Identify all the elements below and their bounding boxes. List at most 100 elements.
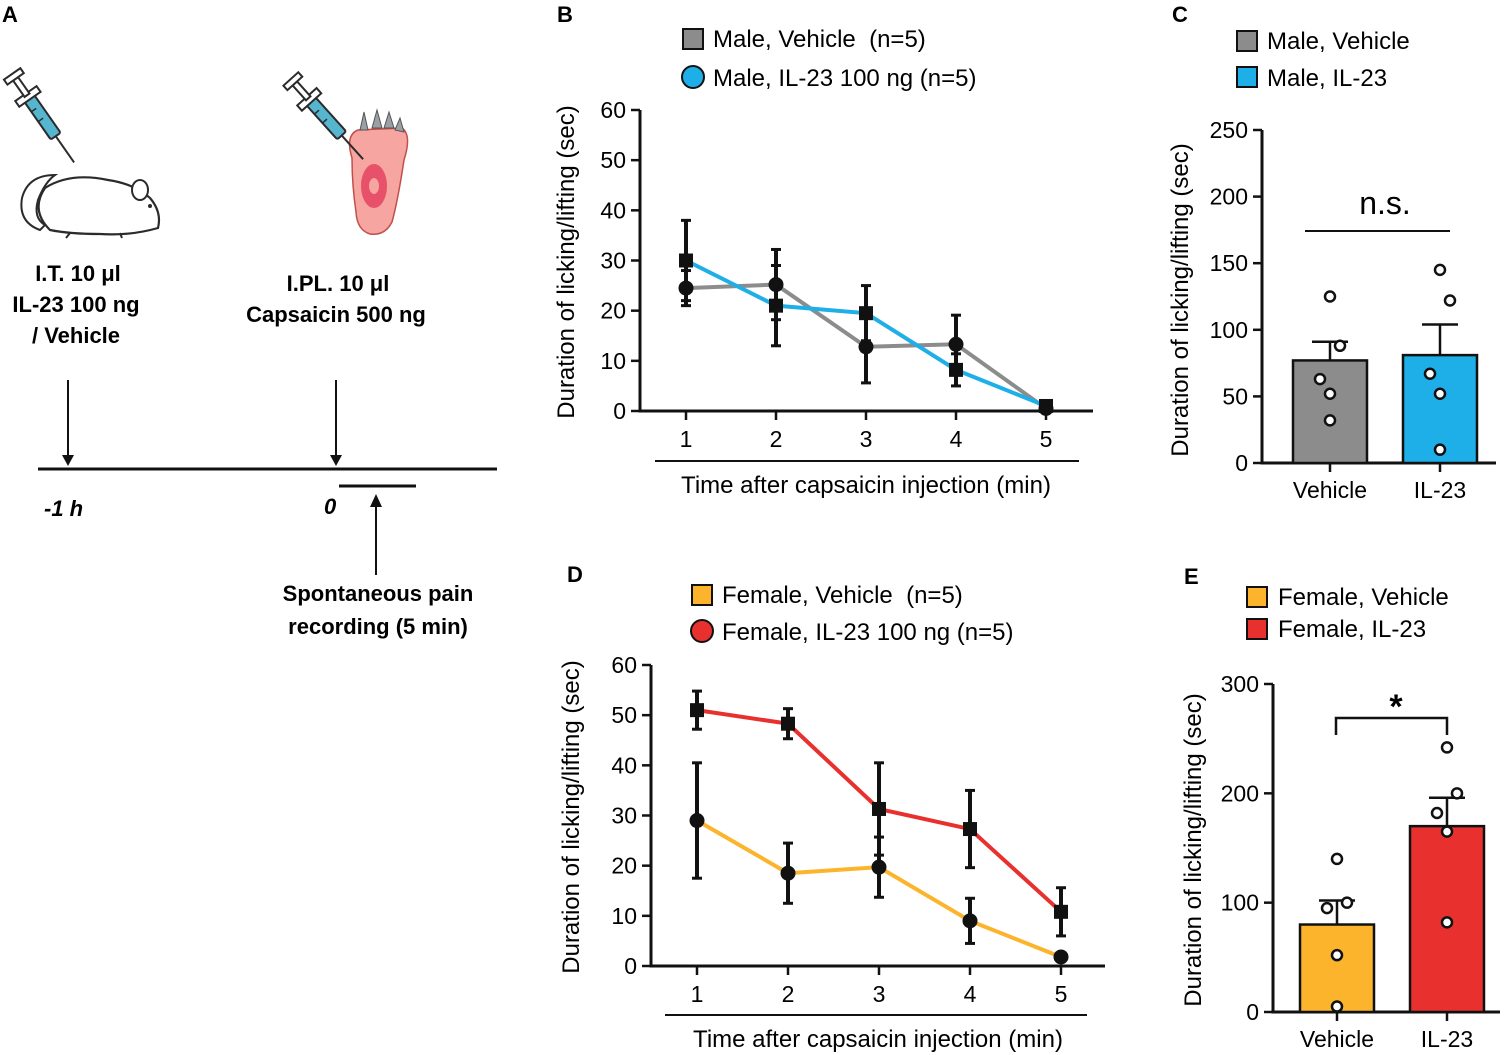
- y-tick-label: 10: [600, 348, 626, 374]
- y-tick-label: 50: [600, 147, 626, 173]
- legend-label-1: Female, IL-23 100 ng (n=5): [722, 619, 1014, 646]
- bar-group-1: [1408, 741, 1486, 1014]
- y-tick-label: 150: [1210, 250, 1248, 276]
- data-point: [1053, 949, 1069, 965]
- legend-label-1: Male, IL-23 100 ng (n=5): [713, 65, 977, 92]
- data-point: [1423, 367, 1437, 381]
- bar: [1298, 923, 1376, 1014]
- syringe-icon-2: [280, 69, 374, 169]
- y-tick-label: 40: [611, 752, 637, 778]
- legend-swatch-0: [1236, 30, 1258, 52]
- legend-label-0: Female, Vehicle: [1278, 584, 1449, 611]
- data-point: [963, 822, 977, 837]
- data-point: [948, 336, 964, 352]
- panel-a: A I.T. 10 μl IL-23 100 ng / Vehicle: [0, 2, 497, 639]
- it-line-1: I.T. 10 μl: [35, 261, 121, 286]
- significance-label: n.s.: [1359, 185, 1411, 221]
- ipl-line-1: I.PL. 10 μl: [287, 271, 390, 296]
- x-tick-label: 3: [860, 426, 873, 452]
- y-tick-label: 30: [611, 803, 637, 829]
- data-point: [1323, 414, 1337, 427]
- significance-bracket: [1334, 716, 1449, 735]
- y-tick-label: 200: [1221, 780, 1259, 806]
- series: [678, 218, 1054, 416]
- y-tick-label: 0: [624, 953, 637, 979]
- legend-swatch-1: [1236, 66, 1258, 88]
- x-tick-label: 2: [770, 426, 783, 452]
- y-tick-label: 50: [611, 702, 637, 728]
- y-axis-label: Duration of licking/lifting (sec): [553, 105, 580, 418]
- y-tick-label: 60: [611, 652, 637, 678]
- it-line-2: IL-23 100 ng: [12, 292, 139, 317]
- panel-letter-a: A: [2, 2, 18, 27]
- bars: [1291, 263, 1479, 465]
- mouse-icon: [20, 173, 161, 239]
- panel-c: C Male, Vehicle Male, IL-23 0 50 100 150 200…: [1167, 2, 1496, 503]
- data-point: [962, 913, 978, 929]
- legend-swatch-0: [1246, 586, 1268, 608]
- legend: Male, Vehicle (n=5) Male, IL-23 100 ng (…: [681, 26, 977, 92]
- legend-swatch-1: [681, 65, 705, 89]
- bar-group-0: [1291, 290, 1369, 465]
- data-point: [859, 306, 873, 321]
- data-point: [1313, 372, 1327, 386]
- x-axis-label: Time after capsaicin injection (min): [681, 472, 1051, 499]
- legend-label-0: Female, Vehicle (n=5): [722, 582, 963, 609]
- data-point: [1440, 825, 1454, 838]
- y-axis-label: Duration of licking/lifting (sec): [1180, 693, 1207, 1006]
- axes: 0 10 20 30 40 50 60 1 2 3 4 5: [600, 97, 1093, 462]
- legend-label-0: Male, Vehicle (n=5): [713, 26, 926, 53]
- arrow-recording-head: [370, 494, 382, 507]
- y-tick-label: 10: [611, 903, 637, 929]
- data-point: [1330, 1000, 1344, 1013]
- y-axis-label: Duration of licking/lifting (sec): [1167, 143, 1194, 456]
- series-0-markers: [689, 761, 1069, 965]
- it-line-3: / Vehicle: [32, 323, 120, 348]
- y-tick-label: 20: [611, 853, 637, 879]
- legend-swatch-0: [691, 584, 713, 606]
- bar: [1291, 359, 1369, 465]
- x-tick-label: 4: [964, 981, 977, 1007]
- data-point: [1330, 852, 1344, 866]
- panel-e: E Female, Vehicle Female, IL-23 0 100 200 3…: [1180, 564, 1500, 1052]
- legend: Female, Vehicle (n=5) Female, IL-23 100 …: [690, 582, 1014, 646]
- series: [689, 689, 1069, 965]
- legend: Male, Vehicle Male, IL-23: [1236, 28, 1410, 92]
- recording-line-2: recording (5 min): [288, 614, 468, 639]
- y-axis-label: Duration of licking/lifting (sec): [558, 660, 585, 973]
- y-tick-label: 30: [600, 248, 626, 274]
- data-point: [769, 298, 783, 313]
- legend-label-0: Male, Vehicle: [1267, 28, 1410, 55]
- x-tick-label: IL-23: [1414, 477, 1466, 503]
- y-tick-label: 200: [1210, 184, 1248, 210]
- x-tick-label: 4: [950, 426, 963, 452]
- bar-group-1: [1401, 263, 1479, 465]
- data-point: [858, 339, 874, 355]
- x-tick-label: 5: [1055, 981, 1068, 1007]
- y-tick-label: 60: [600, 97, 626, 123]
- x-tick-label: 5: [1040, 426, 1053, 452]
- data-point: [1330, 948, 1344, 962]
- x-tick-label: 3: [873, 981, 886, 1007]
- legend-label-1: Female, IL-23: [1278, 616, 1426, 643]
- series-1-markers: [679, 218, 1053, 413]
- y-tick-label: 0: [1246, 999, 1259, 1025]
- y-tick-label: 250: [1210, 117, 1248, 143]
- y-tick-label: 100: [1210, 317, 1248, 343]
- legend-label-1: Male, IL-23: [1267, 65, 1387, 92]
- y-tick-label: 0: [1235, 450, 1248, 476]
- data-point: [1323, 290, 1337, 303]
- data-point: [781, 716, 795, 731]
- y-tick-label: 100: [1221, 890, 1259, 916]
- bar-group-0: [1298, 852, 1376, 1014]
- y-tick-label: 40: [600, 197, 626, 223]
- arrow-ipl-head: [330, 455, 342, 466]
- legend: Female, Vehicle Female, IL-23: [1246, 584, 1449, 643]
- data-point: [1450, 787, 1464, 800]
- data-point: [1430, 806, 1444, 820]
- data-point: [1320, 901, 1334, 915]
- data-point: [679, 253, 693, 268]
- paw-icon: [348, 108, 409, 235]
- y-tick-label: 300: [1221, 671, 1259, 697]
